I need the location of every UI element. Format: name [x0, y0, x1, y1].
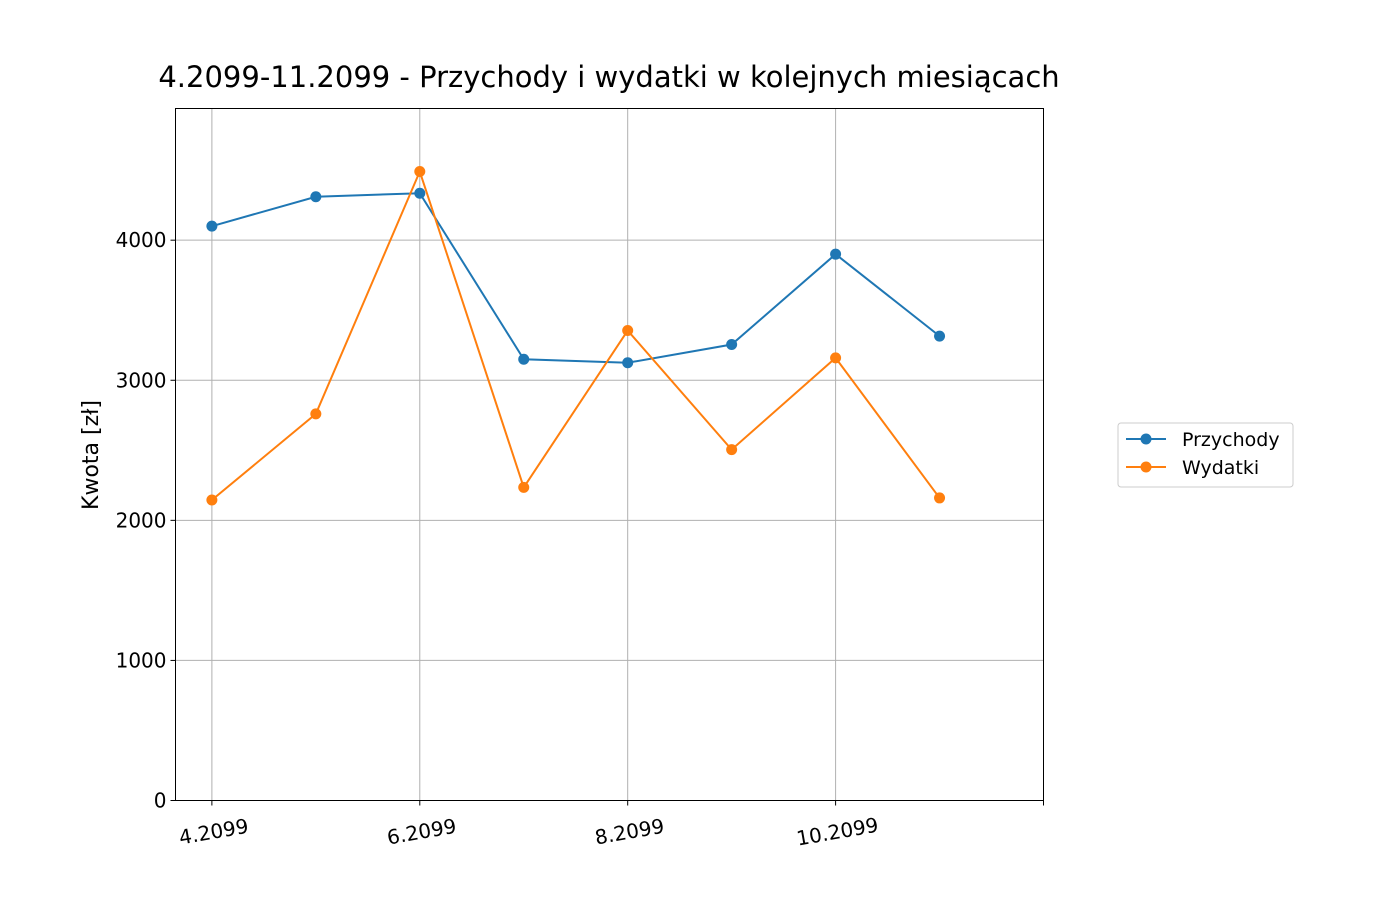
data-point-przychody — [518, 353, 530, 365]
series-layer — [206, 166, 946, 506]
legend-label-wydatki: Wydatki — [1182, 457, 1259, 479]
data-point-wydatki — [414, 166, 426, 178]
data-point-przychody — [830, 248, 842, 260]
data-point-przychody — [206, 220, 218, 232]
y-tick-label: 0 — [154, 789, 167, 813]
legend-marker-wydatki — [1140, 461, 1152, 473]
legend-marker-przychody — [1140, 433, 1152, 445]
data-point-przychody — [726, 339, 738, 351]
chart-title: 4.2099-11.2099 - Przychody i wydatki w k… — [158, 60, 1059, 94]
data-point-wydatki — [622, 325, 634, 337]
legend: Przychody Wydatki — [1117, 422, 1294, 488]
series-line-wydatki — [211, 168, 941, 501]
x-tick-label: 10.2099 — [795, 813, 881, 851]
data-point-przychody — [414, 187, 426, 199]
y-axis-label: Kwota [zł] — [79, 400, 104, 510]
x-tick-label: 8.2099 — [593, 814, 666, 850]
data-point-wydatki — [726, 444, 738, 456]
y-tick-label: 1000 — [116, 648, 167, 672]
data-point-wydatki — [206, 494, 218, 506]
plot-frame — [175, 108, 1044, 801]
series-line-przychody — [211, 192, 941, 364]
data-point-przychody — [622, 357, 634, 369]
data-point-wydatki — [934, 492, 946, 504]
data-point-wydatki — [830, 352, 842, 364]
y-tick-label: 3000 — [116, 368, 167, 392]
data-point-przychody — [934, 330, 946, 342]
legend-label-przychody: Przychody — [1182, 429, 1280, 451]
data-point-wydatki — [518, 481, 530, 493]
y-tick-label: 4000 — [116, 228, 167, 252]
x-tick-label: 4.2099 — [177, 814, 250, 850]
x-tick-label: 6.2099 — [385, 814, 458, 850]
data-point-wydatki — [310, 408, 322, 420]
axis-layer: 4.2099 6.2099 8.2099 10.2099 0 1000 2000 3000 40… — [116, 228, 1044, 851]
grid-layer — [175, 108, 1044, 801]
data-point-przychody — [310, 191, 322, 203]
y-tick-label: 2000 — [116, 508, 167, 532]
